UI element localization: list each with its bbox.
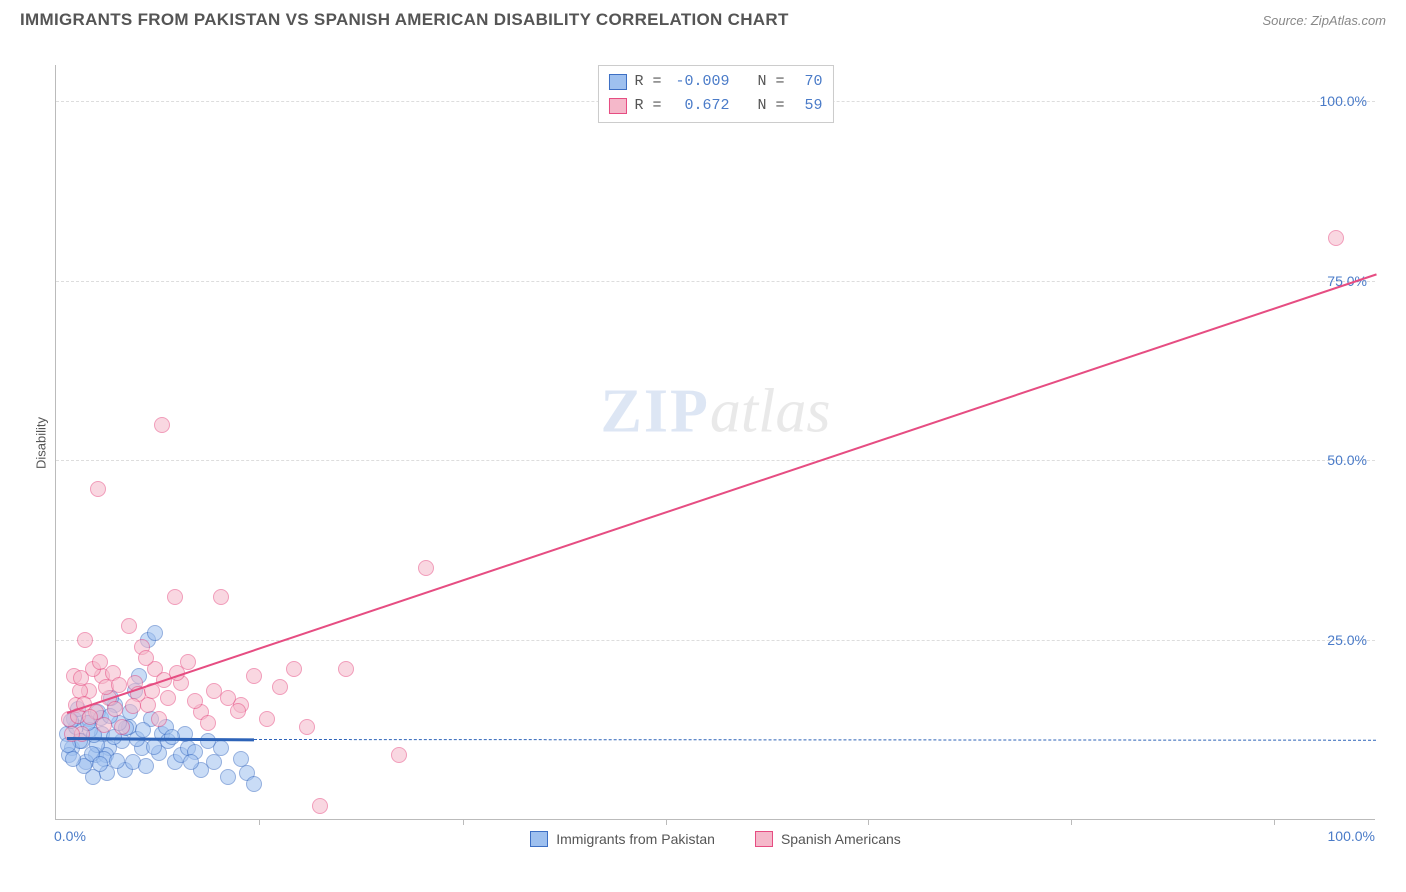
scatter-point [114, 719, 130, 735]
legend-row: R = 0.672 N = 59 [608, 94, 822, 118]
legend-swatch [608, 74, 626, 90]
scatter-point [206, 754, 222, 770]
y-axis-label: Disability [34, 416, 49, 468]
scatter-point [138, 758, 154, 774]
gridline-h [56, 460, 1375, 461]
watermark: ZIPatlas [601, 376, 831, 447]
scatter-point [90, 481, 106, 497]
gridline-h [56, 281, 1375, 282]
scatter-point [82, 709, 98, 725]
series-legend: Immigrants from Pakistan Spanish American… [56, 831, 1375, 847]
legend-n-label: N = [758, 94, 785, 118]
legend-swatch [608, 98, 626, 114]
scatter-point [312, 798, 328, 814]
x-tick [1274, 819, 1275, 825]
y-tick-label: 25.0% [1327, 632, 1367, 648]
series-legend-item: Spanish Americans [755, 831, 901, 847]
scatter-point [338, 661, 354, 677]
scatter-point [286, 661, 302, 677]
gridline-h [56, 640, 1375, 641]
legend-r-value: 0.672 [670, 94, 730, 118]
legend-r-label: R = [634, 70, 661, 94]
x-tick [1071, 819, 1072, 825]
scatter-point [220, 769, 236, 785]
chart-header: IMMIGRANTS FROM PAKISTAN VS SPANISH AMER… [0, 0, 1406, 30]
scatter-point [183, 754, 199, 770]
scatter-point [92, 756, 108, 772]
legend-n-value: 70 [793, 70, 823, 94]
source-label: Source: ZipAtlas.com [1262, 13, 1386, 28]
scatter-point [151, 711, 167, 727]
trend-line-dashed [254, 739, 1376, 741]
scatter-point [73, 670, 89, 686]
x-tick [259, 819, 260, 825]
series-name: Spanish Americans [781, 831, 901, 847]
scatter-point [160, 690, 176, 706]
scatter-point [121, 618, 137, 634]
watermark-zip: ZIP [601, 377, 710, 445]
y-tick-label: 50.0% [1327, 452, 1367, 468]
scatter-point [77, 632, 93, 648]
legend-row: R = -0.009 N = 70 [608, 70, 822, 94]
scatter-point [109, 753, 125, 769]
scatter-point [65, 751, 81, 767]
legend-r-value: -0.009 [670, 70, 730, 94]
scatter-point [146, 739, 162, 755]
scatter-point [299, 719, 315, 735]
scatter-point [246, 776, 262, 792]
scatter-point [138, 650, 154, 666]
scatter-point [135, 722, 151, 738]
legend-swatch [530, 831, 548, 847]
scatter-point [418, 560, 434, 576]
scatter-point [167, 589, 183, 605]
x-tick [666, 819, 667, 825]
plot-area: ZIPatlas 25.0%50.0%75.0%100.0%0.0%100.0%… [55, 65, 1375, 820]
scatter-point [230, 703, 246, 719]
scatter-point [259, 711, 275, 727]
watermark-atlas: atlas [710, 377, 831, 445]
trend-line [66, 274, 1376, 715]
correlation-legend: R = -0.009 N = 70 R = 0.672 N = 59 [597, 65, 833, 123]
y-tick-label: 75.0% [1327, 273, 1367, 289]
chart-container: Disability ZIPatlas 25.0%50.0%75.0%100.0… [45, 55, 1385, 830]
scatter-point [92, 654, 108, 670]
scatter-point [391, 747, 407, 763]
series-name: Immigrants from Pakistan [556, 831, 715, 847]
scatter-point [111, 677, 127, 693]
scatter-point [125, 698, 141, 714]
legend-r-label: R = [634, 94, 661, 118]
x-tick [463, 819, 464, 825]
legend-n-label: N = [758, 70, 785, 94]
scatter-point [1328, 230, 1344, 246]
series-legend-item: Immigrants from Pakistan [530, 831, 715, 847]
legend-n-value: 59 [793, 94, 823, 118]
chart-title: IMMIGRANTS FROM PAKISTAN VS SPANISH AMER… [20, 10, 789, 30]
scatter-point [213, 589, 229, 605]
scatter-point [200, 715, 216, 731]
scatter-point [154, 417, 170, 433]
scatter-point [246, 668, 262, 684]
scatter-point [272, 679, 288, 695]
scatter-point [147, 625, 163, 641]
scatter-point [187, 693, 203, 709]
legend-swatch [755, 831, 773, 847]
y-tick-label: 100.0% [1320, 93, 1367, 109]
scatter-point [107, 701, 123, 717]
x-tick [868, 819, 869, 825]
scatter-point [200, 733, 216, 749]
